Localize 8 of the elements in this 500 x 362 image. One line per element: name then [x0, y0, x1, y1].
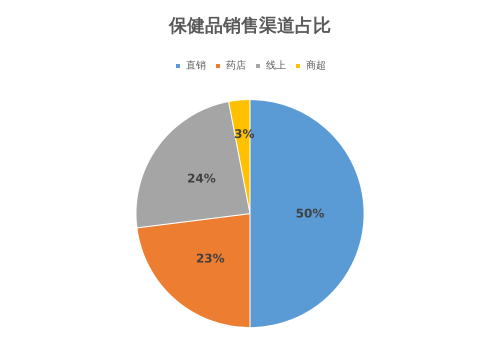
data-label: 23% [196, 252, 225, 266]
chart-title: 保健品销售渠道占比 [168, 16, 331, 36]
legend-label: 商超 [306, 60, 326, 72]
legend-label: 线上 [266, 60, 286, 72]
data-label: 24% [187, 171, 216, 186]
data-label: 50% [296, 206, 324, 221]
legend-label: 直销 [186, 60, 206, 72]
legend-label: 药店 [226, 60, 246, 72]
